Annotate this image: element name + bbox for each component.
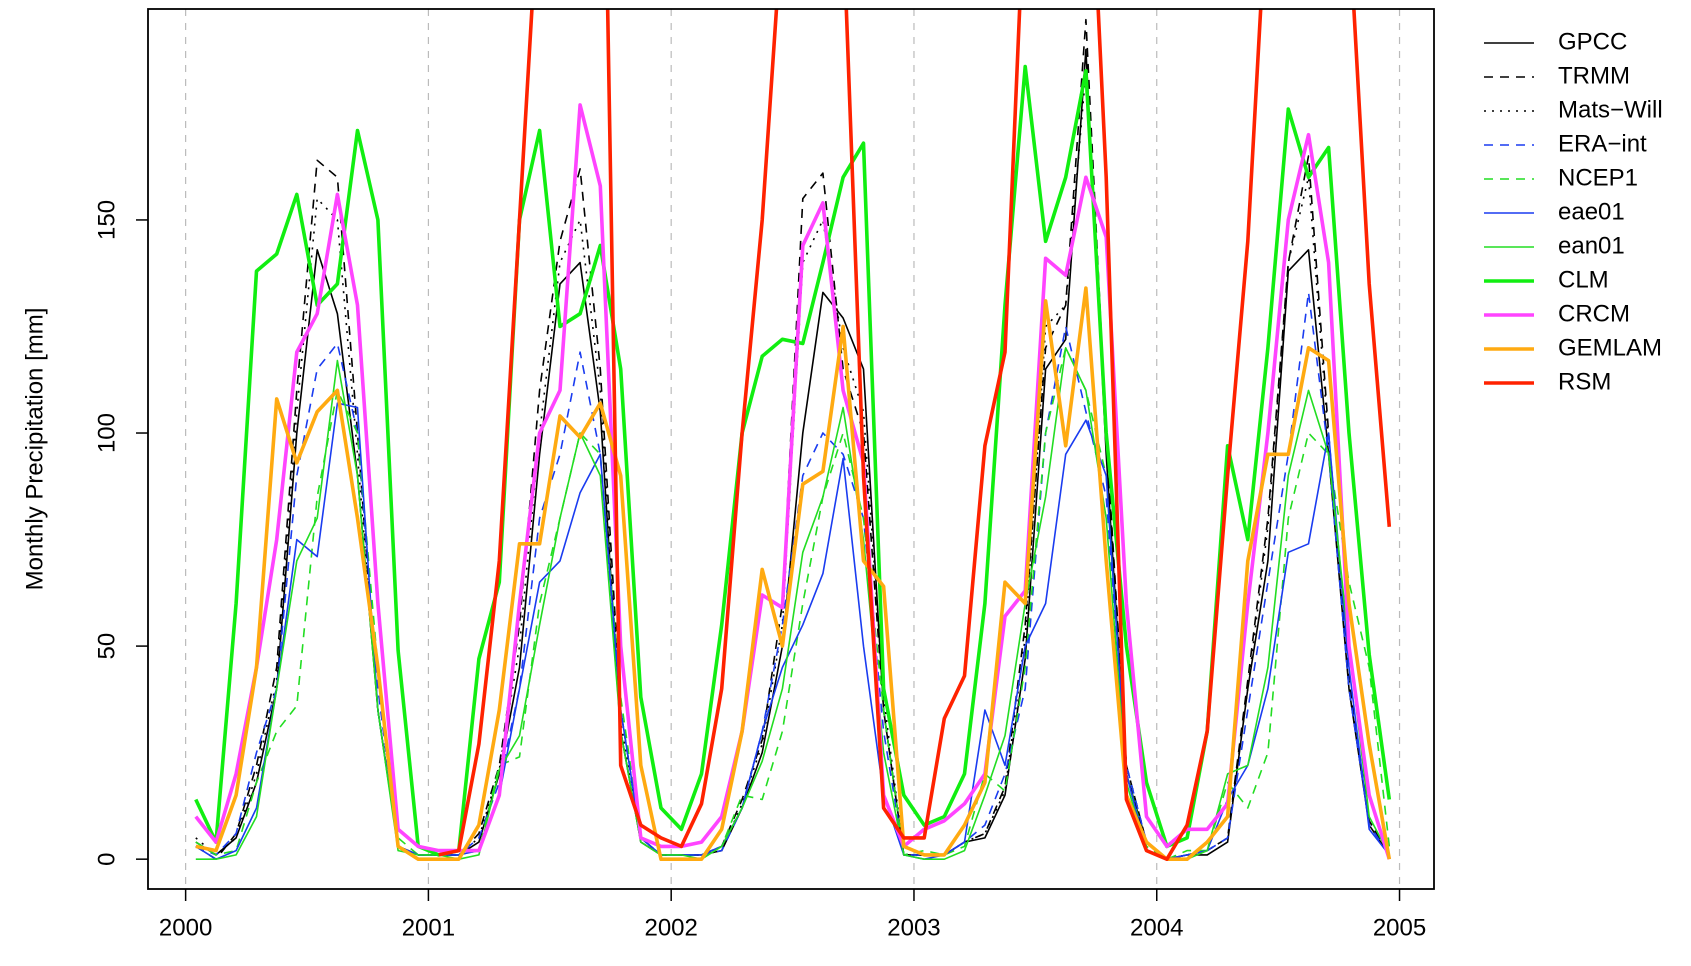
y-tick-label: 0 — [93, 852, 120, 865]
legend-label: ean01 — [1558, 232, 1625, 259]
legend-label: CLM — [1558, 266, 1609, 293]
y-tick-label: 150 — [93, 200, 120, 240]
x-tick-label: 2004 — [1130, 914, 1183, 941]
legend-label: GEMLAM — [1558, 334, 1662, 361]
legend-label: ERA−int — [1558, 130, 1647, 157]
series-line — [194, 103, 1392, 860]
legend-label: NCEP1 — [1558, 164, 1638, 191]
x-tick-label: 2002 — [644, 914, 697, 941]
legend-label: CRCM — [1558, 300, 1630, 327]
x-tick-label: 2003 — [887, 914, 940, 941]
plot-lines — [194, 9, 1392, 861]
plot-frame — [147, 8, 1435, 890]
y-axis-label: Monthly Precipitation [mm] — [21, 308, 48, 591]
y-tick-label: 50 — [93, 633, 120, 660]
legend-label: eae01 — [1558, 198, 1625, 225]
series-line — [195, 402, 1390, 860]
legend-label: TRMM — [1558, 62, 1630, 89]
legend-label: GPCC — [1558, 28, 1627, 55]
series-line — [194, 64, 1392, 857]
x-tick-label: 2001 — [402, 914, 455, 941]
legend-label: RSM — [1558, 368, 1611, 395]
series-line — [195, 286, 1392, 861]
series-line — [195, 70, 1390, 860]
legend-label: Mats−Will — [1558, 96, 1663, 123]
x-tick-label: 2005 — [1373, 914, 1426, 941]
x-tick-label: 2000 — [159, 914, 212, 941]
series-line — [438, 9, 1392, 861]
y-tick-label: 100 — [93, 413, 120, 453]
